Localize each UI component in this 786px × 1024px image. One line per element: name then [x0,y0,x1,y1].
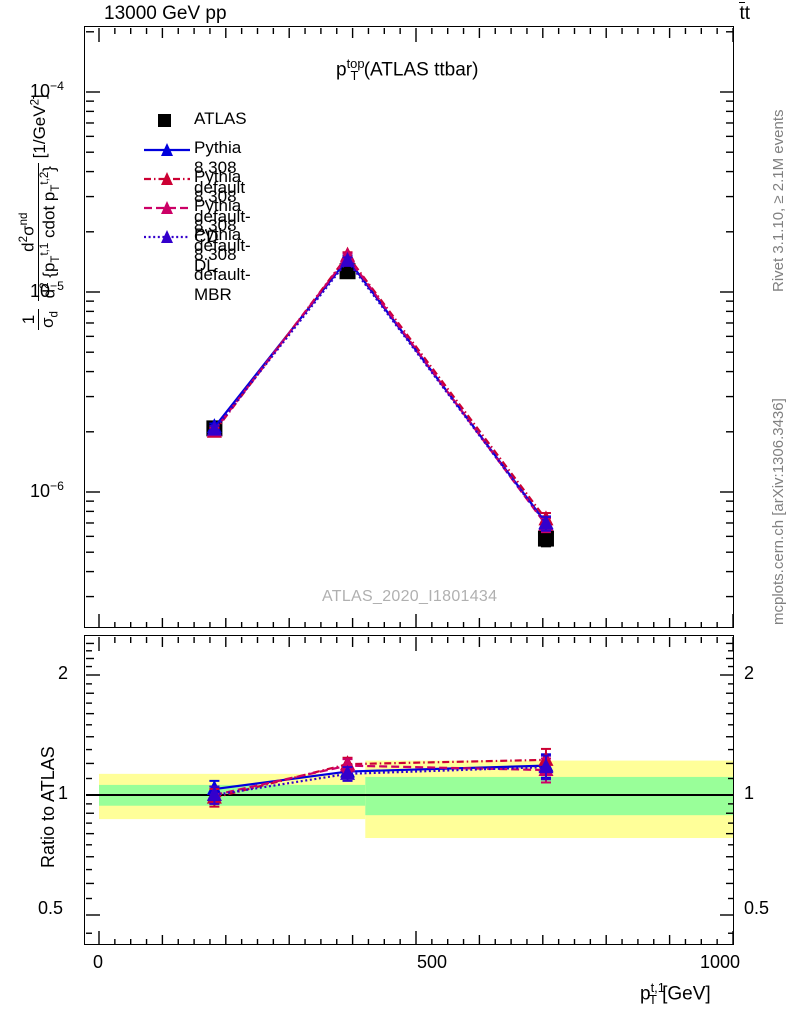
xtick-1000: 1000 [700,952,741,972]
legend-marker-triangle [161,172,173,185]
main-ytick-1e-4: 10−4 [30,79,64,101]
ratio-ytick-05-right: 0.5 [744,898,770,918]
rivet-version-label: Rivet 3.1.10, ≥ 2.1M events [770,109,786,293]
xtick-0: 0 [93,952,104,972]
main-ytick-1e-6: 10−6 [30,479,64,501]
ratio-ytick-1-right: 1 [744,783,755,803]
ratio-plot-frame [84,635,734,945]
beam-energy-label: 13000 GeV pp [104,3,227,24]
legend-label: Pythia 8.308 default-MBR [194,225,251,304]
xaxis-label: pt,1T [GeV] [640,980,711,1008]
main-plot-canvas [86,28,734,628]
ratio-ytick-2-left: 2 [58,663,69,683]
ratio-ytick-1-left: 1 [58,783,69,803]
legend-marker-triangle [161,201,173,214]
xtick-500: 500 [417,952,448,972]
legend-marker-square [158,114,171,127]
ratio-plot-canvas [86,637,734,945]
legend-label: Pythia 8.308 default-DL [194,196,251,275]
main-plot-title: ptopT (ATLAS ttbar) [336,56,479,84]
ratio-ytick-2-right: 2 [744,663,755,683]
legend-label: ATLAS [194,109,247,128]
ratio-ytick-05-left: 0.5 [38,898,64,918]
main-plot-frame [84,26,734,628]
analysis-watermark: ATLAS_2020_I1801434 [322,588,498,605]
main-ytick-1e-5: 10−5 [30,279,64,301]
legend-marker-triangle [161,230,173,243]
legend-label: Pythia 8.308 default [194,138,246,197]
mcplots-source-label: mcplots.cern.ch [arXiv:1306.3436] [770,398,786,625]
ratio-yaxis-label: Ratio to ATLAS [38,746,58,868]
main-yaxis-label: 1 σd d2σnd d2 {pTt,1 cdot pTt,2} [1/GeV2… [18,94,62,330]
process-label: tt [739,2,750,24]
legend-marker-triangle [161,143,173,156]
legend-label: Pythia 8.308 default-CD [194,167,251,246]
